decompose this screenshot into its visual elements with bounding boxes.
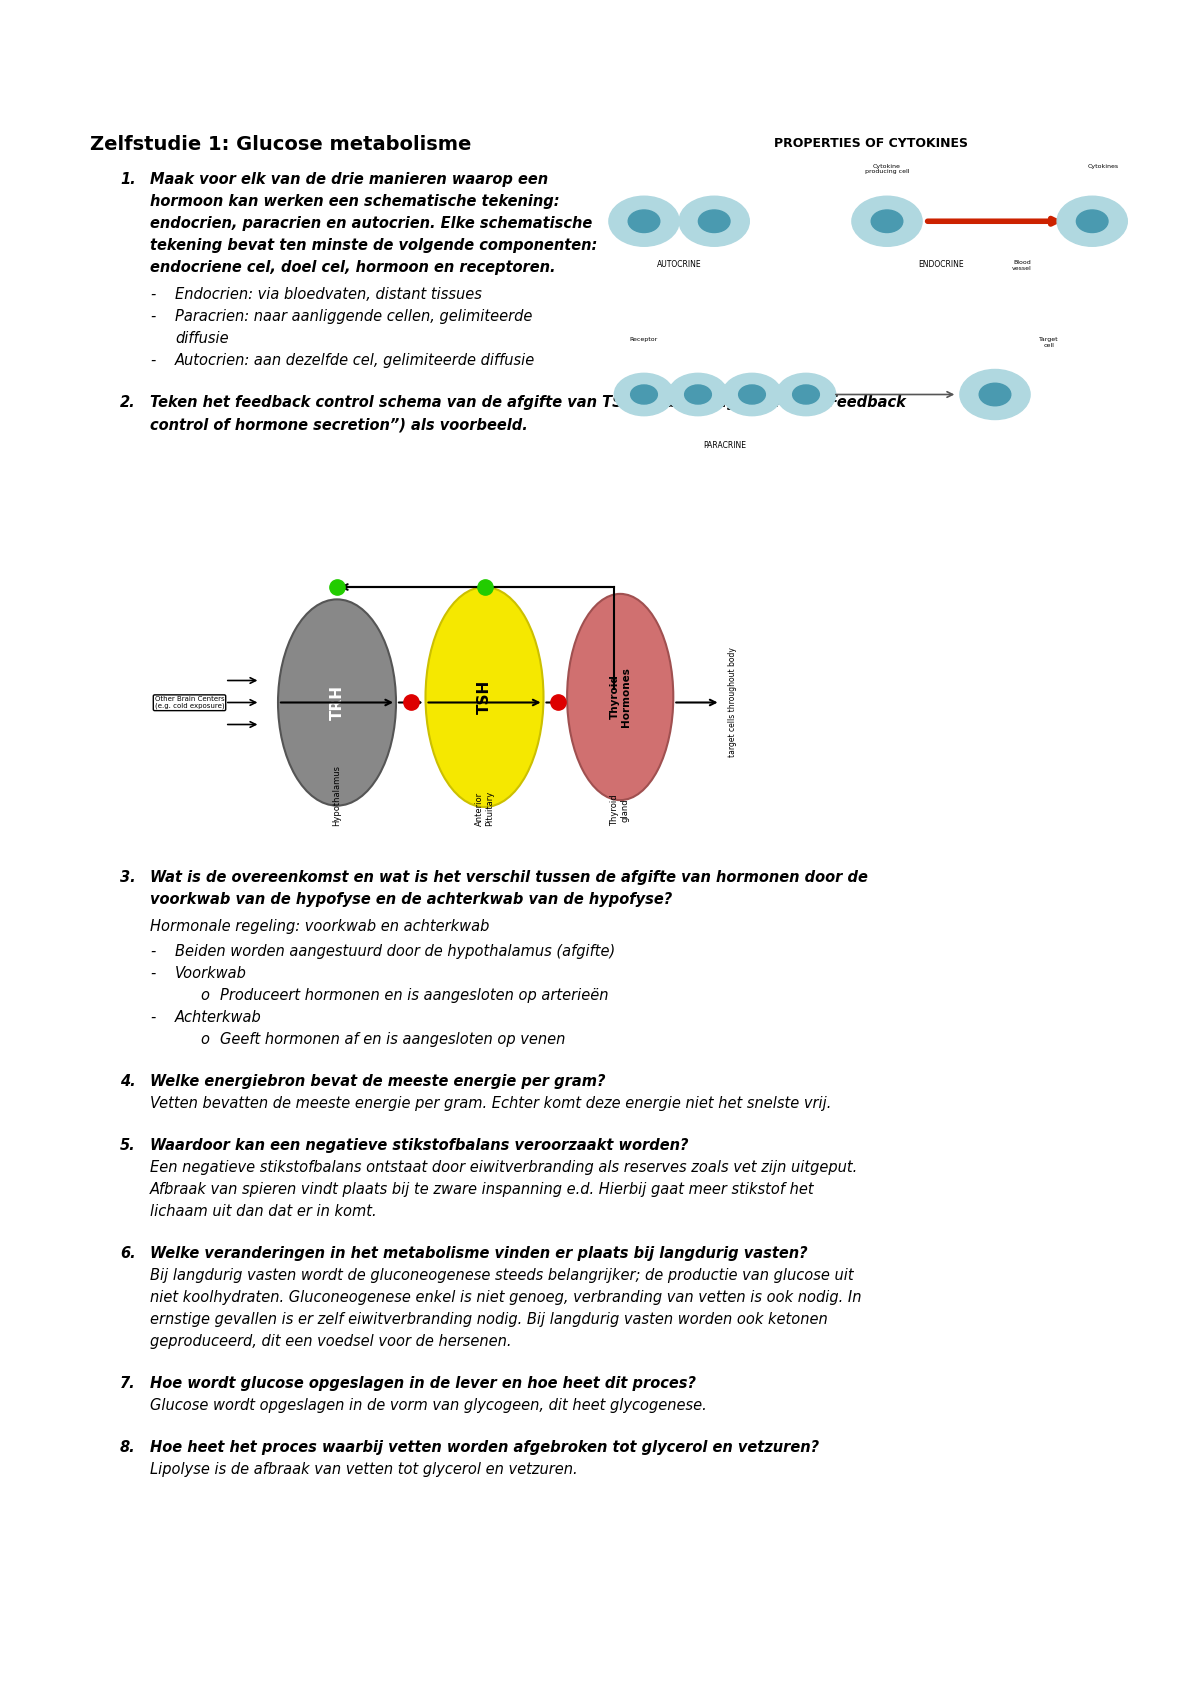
Text: diffusie: diffusie [175,331,229,346]
Text: o: o [200,1032,209,1048]
Text: 4.: 4. [120,1075,136,1088]
Text: Produceert hormonen en is aangesloten op arterieën: Produceert hormonen en is aangesloten op… [220,988,608,1004]
Text: Vetten bevatten de meeste energie per gram. Echter komt deze energie niet het sn: Vetten bevatten de meeste energie per gr… [150,1095,832,1110]
Text: -: - [150,353,155,368]
Text: endocriene cel, doel cel, hormoon en receptoren.: endocriene cel, doel cel, hormoon en rec… [150,260,556,275]
Text: -: - [150,944,155,959]
Text: control of hormone secretion”) als voorbeeld.: control of hormone secretion”) als voorb… [150,418,528,431]
Text: Bij langdurig vasten wordt de gluconeogenese steeds belangrijker; de productie v: Bij langdurig vasten wordt de gluconeoge… [150,1268,853,1284]
Text: 2.: 2. [120,396,136,409]
Text: tekening bevat ten minste de volgende componenten:: tekening bevat ten minste de volgende co… [150,238,598,253]
Text: Achterkwab: Achterkwab [175,1010,262,1026]
Text: Maak voor elk van de drie manieren waarop een: Maak voor elk van de drie manieren waaro… [150,171,548,187]
Text: Welke energiebron bevat de meeste energie per gram?: Welke energiebron bevat de meeste energi… [150,1075,606,1088]
Text: Hormonale regeling: voorkwab en achterkwab: Hormonale regeling: voorkwab en achterkw… [150,919,490,934]
Text: Beiden worden aangestuurd door de hypothalamus (afgifte): Beiden worden aangestuurd door de hypoth… [175,944,616,959]
Text: endocrien, paracrien en autocrien. Elke schematische: endocrien, paracrien en autocrien. Elke … [150,216,593,231]
Text: -: - [150,287,155,302]
Text: Welke veranderingen in het metabolisme vinden er plaats bij langdurig vasten?: Welke veranderingen in het metabolisme v… [150,1246,808,1262]
Text: Hoe heet het proces waarbij vetten worden afgebroken tot glycerol en vetzuren?: Hoe heet het proces waarbij vetten worde… [150,1440,820,1455]
Text: Voorkwab: Voorkwab [175,966,247,981]
Text: -: - [150,309,155,324]
Text: geproduceerd, dit een voedsel voor de hersenen.: geproduceerd, dit een voedsel voor de he… [150,1335,511,1348]
Text: Autocrien: aan dezelfde cel, gelimiteerde diffusie: Autocrien: aan dezelfde cel, gelimiteerd… [175,353,535,368]
Text: 3.: 3. [120,869,136,885]
Text: lichaam uit dan dat er in komt.: lichaam uit dan dat er in komt. [150,1204,377,1219]
Text: o: o [200,988,209,1004]
Text: -: - [150,966,155,981]
Text: Wat is de overeenkomst en wat is het verschil tussen de afgifte van hormonen doo: Wat is de overeenkomst en wat is het ver… [150,869,868,885]
Text: 8.: 8. [120,1440,136,1455]
Text: Glucose wordt opgeslagen in de vorm van glycogeen, dit heet glycogenese.: Glucose wordt opgeslagen in de vorm van … [150,1397,707,1413]
Text: Een negatieve stikstofbalans ontstaat door eiwitverbranding als reserves zoals v: Een negatieve stikstofbalans ontstaat do… [150,1160,857,1175]
Text: Paracrien: naar aanliggende cellen, gelimiteerde: Paracrien: naar aanliggende cellen, geli… [175,309,533,324]
Text: Lipolyse is de afbraak van vetten tot glycerol en vetzuren.: Lipolyse is de afbraak van vetten tot gl… [150,1462,577,1477]
Text: Teken het feedback control schema van de afgifte van TSH. Gebruik figuur 47-2 (“: Teken het feedback control schema van de… [150,396,906,409]
Text: 7.: 7. [120,1375,136,1391]
Text: 1.: 1. [120,171,136,187]
Text: Hoe wordt glucose opgeslagen in de lever en hoe heet dit proces?: Hoe wordt glucose opgeslagen in de lever… [150,1375,696,1391]
Text: Waardoor kan een negatieve stikstofbalans veroorzaakt worden?: Waardoor kan een negatieve stikstofbalan… [150,1138,689,1153]
Text: Geeft hormonen af en is aangesloten op venen: Geeft hormonen af en is aangesloten op v… [220,1032,565,1048]
Text: ernstige gevallen is er zelf eiwitverbranding nodig. Bij langdurig vasten worden: ernstige gevallen is er zelf eiwitverbra… [150,1313,828,1328]
Text: niet koolhydraten. Gluconeogenese enkel is niet genoeg, verbranding van vetten i: niet koolhydraten. Gluconeogenese enkel … [150,1290,862,1306]
Text: Zelfstudie 1: Glucose metabolisme: Zelfstudie 1: Glucose metabolisme [90,136,472,155]
Text: Endocrien: via bloedvaten, distant tissues: Endocrien: via bloedvaten, distant tissu… [175,287,482,302]
Text: Afbraak van spieren vindt plaats bij te zware inspanning e.d. Hierbij gaat meer : Afbraak van spieren vindt plaats bij te … [150,1182,815,1197]
Text: voorkwab van de hypofyse en de achterkwab van de hypofyse?: voorkwab van de hypofyse en de achterkwa… [150,891,672,907]
Text: 6.: 6. [120,1246,136,1262]
Text: 5.: 5. [120,1138,136,1153]
Text: hormoon kan werken een schematische tekening:: hormoon kan werken een schematische teke… [150,194,559,209]
Text: -: - [150,1010,155,1026]
